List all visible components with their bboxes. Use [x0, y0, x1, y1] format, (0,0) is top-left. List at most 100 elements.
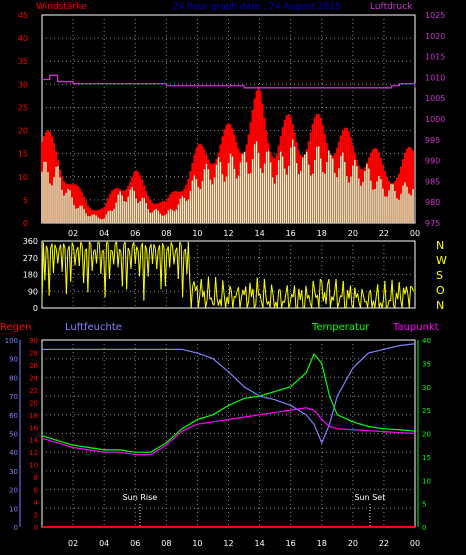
humidity-axis-ticks: 0 10 20 30 40 50 60 70 80 90 100 — [5, 337, 21, 532]
direction-mark — [71, 242, 75, 247]
direction-mark — [276, 290, 280, 308]
humidity-tick-label: 100 — [5, 337, 18, 345]
rain-tick-label: 26 — [29, 362, 38, 370]
wind-bars — [41, 139, 414, 223]
x-tick-label: 12 — [223, 229, 233, 238]
wind-tick-label: 35 — [18, 57, 28, 66]
direction-mark — [108, 250, 112, 279]
direction-mark — [119, 248, 122, 252]
direction-mark — [104, 242, 108, 298]
x-tick-label: 16 — [286, 539, 296, 548]
direction-mark — [147, 248, 151, 277]
humidity-line — [42, 343, 416, 445]
x-tick-label: 16 — [286, 229, 296, 238]
x-tick-label: 02 — [68, 539, 78, 548]
temperature-tick-label: 25 — [422, 407, 431, 415]
direction-mark — [332, 291, 336, 301]
direction-mark — [96, 242, 99, 264]
temperature-tick-label: 5 — [422, 501, 426, 509]
direction-mark — [172, 246, 175, 265]
direction-mark — [286, 285, 290, 308]
temperature-line — [41, 352, 416, 453]
direction-mark — [107, 242, 110, 279]
direction-mark — [134, 246, 138, 264]
direction-mark — [207, 276, 211, 300]
direction-mark — [90, 244, 93, 271]
label-taupunkt: Taupunkt — [392, 322, 439, 333]
direction-mark — [311, 280, 314, 308]
direction-mark — [196, 285, 199, 308]
direction-mark — [57, 249, 60, 264]
direction-mark — [283, 293, 287, 303]
temperature-tick-label: 30 — [422, 384, 431, 392]
direction-mark — [70, 242, 73, 282]
x-tick-label: 08 — [161, 229, 171, 238]
pressure-line — [42, 74, 416, 89]
x-tick-label: 14 — [254, 539, 264, 548]
humidity-tick-label: 30 — [9, 468, 18, 476]
direction-mark — [314, 290, 317, 298]
wind-tick-label: 10 — [18, 173, 28, 182]
compass-label: N — [436, 239, 444, 252]
direction-mark — [110, 249, 113, 252]
direction-mark — [370, 290, 373, 308]
direction-mark — [229, 285, 232, 291]
direction-mark — [359, 288, 363, 308]
direction-tick-label: 360 — [23, 237, 38, 246]
direction-mark — [259, 294, 262, 303]
direction-mark — [367, 292, 370, 308]
sun-events: Sun Rise Sun Set — [123, 493, 385, 527]
rain-tick-label: 18 — [29, 412, 38, 420]
direction-marks — [41, 241, 415, 309]
direction-mark — [124, 241, 128, 290]
direction-mark — [249, 282, 252, 297]
direction-mark — [193, 281, 196, 291]
direction-mark — [45, 245, 49, 251]
x-tick-label: 08 — [161, 539, 171, 548]
direction-mark — [279, 289, 283, 308]
direction-mark — [44, 245, 47, 281]
direction-mark — [197, 294, 201, 308]
rain-tick-label: 8 — [34, 474, 38, 482]
direction-mark — [391, 279, 394, 306]
direction-mark — [63, 243, 66, 249]
direction-mark — [349, 285, 353, 306]
direction-mark — [329, 296, 333, 308]
direction-mark — [190, 286, 194, 308]
wind-tick-label: 0 — [23, 219, 28, 228]
temperature-tick-label: 40 — [422, 337, 431, 345]
x-tick-label: 10 — [192, 229, 202, 238]
direction-mark — [232, 296, 235, 308]
direction-mark — [164, 250, 168, 287]
direction-mark — [228, 285, 231, 305]
compass-label: O — [436, 284, 445, 297]
direction-mark — [52, 244, 56, 273]
direction-mark — [116, 241, 119, 268]
direction-mark — [130, 245, 133, 269]
direction-mark — [377, 284, 380, 308]
direction-mark — [401, 287, 405, 308]
direction-mark — [100, 250, 103, 274]
direction-mark — [136, 246, 139, 251]
direction-mark — [252, 288, 255, 308]
x-tick-label: 14 — [254, 229, 264, 238]
direction-mark — [127, 247, 130, 252]
direction-mark — [179, 241, 182, 246]
rain-tick-label: 24 — [29, 374, 38, 382]
rain-tick-label: 16 — [29, 424, 38, 432]
temperature-tick-label: 35 — [422, 360, 431, 368]
direction-mark — [187, 241, 191, 281]
direction-mark — [271, 284, 274, 295]
direction-mark — [405, 286, 409, 294]
pressure-tick-label: 975 — [425, 219, 440, 228]
direction-mark — [83, 251, 86, 284]
temp-x-ticks: 02 04 06 08 10 12 14 16 18 20 22 00 — [68, 539, 420, 548]
direction-mark — [139, 247, 142, 277]
direction-mark — [387, 300, 390, 307]
pressure-tick-label: 1020 — [425, 32, 445, 41]
direction-mark — [325, 284, 328, 305]
x-tick-label: 18 — [317, 539, 327, 548]
temperature-tick-label: 15 — [422, 454, 431, 462]
direction-mark — [410, 285, 413, 288]
direction-mark — [225, 296, 228, 308]
